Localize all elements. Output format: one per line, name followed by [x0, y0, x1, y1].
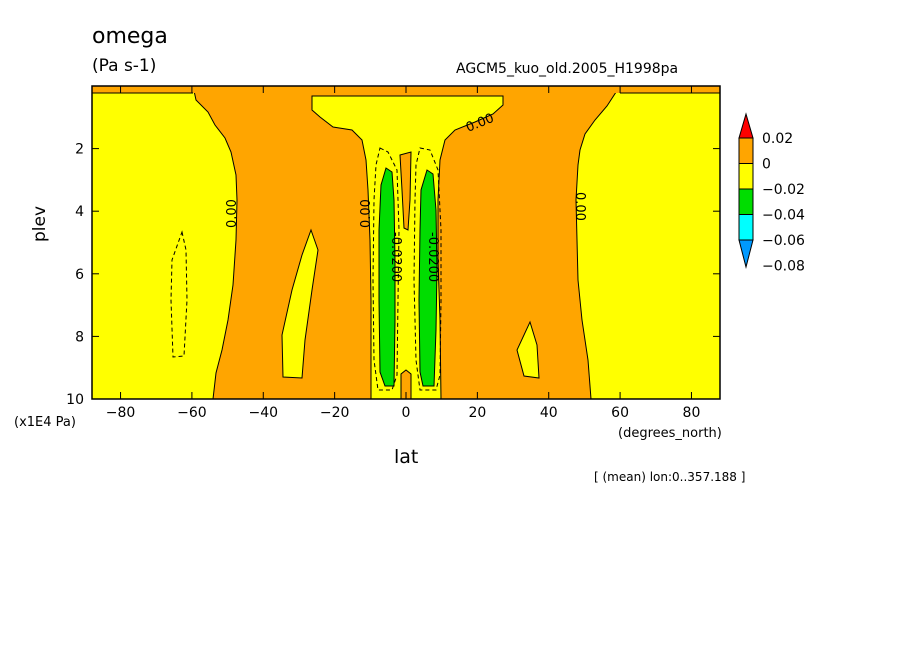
fill-weak-negative-background — [92, 86, 720, 399]
x-tick-label: −40 — [248, 405, 278, 421]
y-tick-label: 10 — [66, 392, 84, 408]
contour-label-north-midlat: 0.00 — [572, 192, 587, 221]
legend-level-label: −0.06 — [762, 233, 805, 249]
x-tick-label: −80 — [106, 405, 136, 421]
y-axis-unit: (x1E4 Pa) — [14, 415, 76, 430]
contour-fills — [92, 86, 720, 399]
contour-label-core-south: -0.0200 — [388, 232, 403, 282]
x-tick-label: 60 — [611, 405, 629, 421]
fill-moderate-negative-south — [378, 167, 396, 387]
legend-level-label: −0.08 — [762, 259, 805, 275]
legend-swatch — [738, 188, 754, 215]
contour-label-south-equator: 0.00 — [359, 199, 374, 228]
fill-positive-center-strip — [399, 151, 412, 231]
y-tick-label: 2 — [75, 142, 84, 158]
legend-level-label: −0.04 — [762, 208, 805, 224]
legend-level-label: 0.02 — [762, 131, 793, 147]
x-tick-label: 0 — [402, 405, 411, 421]
dataset-name: AGCM5_kuo_old.2005_H1998pa — [456, 61, 679, 77]
x-tick-label: −20 — [320, 405, 350, 421]
x-tick-label: −60 — [177, 405, 207, 421]
legend-swatch — [738, 163, 754, 190]
legend-level-label: −0.02 — [762, 182, 805, 198]
fill-positive-bottom-strip — [400, 369, 412, 399]
contour-label-core-north: -0.0200 — [425, 232, 440, 282]
averaging-note: [ (mean) lon:0..357.188 ] — [594, 470, 746, 484]
contour-label-south-midlat: 0.00 — [225, 199, 240, 228]
legend-swatch — [738, 214, 754, 241]
legend-swatch — [738, 137, 754, 164]
y-tick-label: 8 — [75, 329, 84, 345]
x-tick-label: 20 — [468, 405, 486, 421]
axes: −80 −60 −40 −20 0 20 40 60 80 2 4 6 8 10 — [66, 86, 720, 421]
chart-units: (Pa s-1) — [92, 56, 157, 76]
legend-level-label: 0 — [762, 157, 771, 173]
fill-moderate-negative-north — [418, 169, 438, 387]
x-axis-unit: (degrees_north) — [618, 426, 722, 441]
color-legend: 0.02 0 −0.02 −0.04 −0.06 −0.08 — [738, 112, 805, 275]
legend-swatch-max — [738, 112, 754, 139]
y-tick-label: 6 — [75, 267, 84, 283]
legend-swatch-min — [738, 239, 754, 269]
x-tick-label: 80 — [683, 405, 701, 421]
y-tick-label: 4 — [75, 204, 84, 220]
chart-title: omega — [92, 24, 168, 49]
x-axis-label: lat — [394, 446, 419, 468]
x-tick-label: 40 — [540, 405, 558, 421]
